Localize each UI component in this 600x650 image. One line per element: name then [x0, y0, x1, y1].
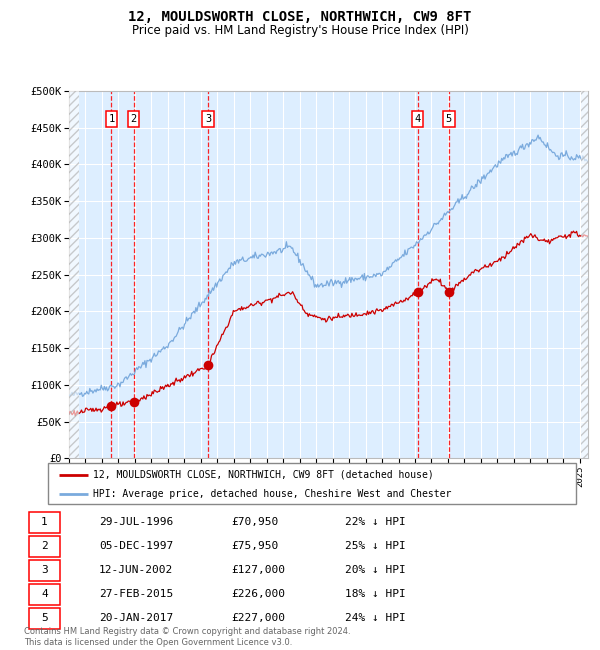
- Bar: [69, 91, 79, 458]
- Text: 3: 3: [41, 566, 48, 575]
- Text: 4: 4: [41, 590, 48, 599]
- Text: 1: 1: [108, 114, 115, 124]
- Text: 25% ↓ HPI: 25% ↓ HPI: [345, 541, 406, 551]
- Text: 12, MOULDSWORTH CLOSE, NORTHWICH, CW9 8FT (detached house): 12, MOULDSWORTH CLOSE, NORTHWICH, CW9 8F…: [93, 470, 434, 480]
- Text: 2: 2: [130, 114, 137, 124]
- Text: 3: 3: [205, 114, 211, 124]
- Text: 20-JAN-2017: 20-JAN-2017: [99, 614, 173, 623]
- Text: 20% ↓ HPI: 20% ↓ HPI: [345, 566, 406, 575]
- Text: Contains HM Land Registry data © Crown copyright and database right 2024.
This d: Contains HM Land Registry data © Crown c…: [24, 627, 350, 647]
- Text: 5: 5: [41, 614, 48, 623]
- Text: 4: 4: [415, 114, 421, 124]
- Text: HPI: Average price, detached house, Cheshire West and Chester: HPI: Average price, detached house, Ches…: [93, 489, 451, 499]
- Text: 22% ↓ HPI: 22% ↓ HPI: [345, 517, 406, 527]
- Bar: [581, 91, 588, 458]
- Text: £70,950: £70,950: [231, 517, 278, 527]
- Text: 05-DEC-1997: 05-DEC-1997: [99, 541, 173, 551]
- Text: 29-JUL-1996: 29-JUL-1996: [99, 517, 173, 527]
- Text: 27-FEB-2015: 27-FEB-2015: [99, 590, 173, 599]
- Text: £127,000: £127,000: [231, 566, 285, 575]
- Text: 2: 2: [41, 541, 48, 551]
- Text: 1: 1: [41, 517, 48, 527]
- Text: Price paid vs. HM Land Registry's House Price Index (HPI): Price paid vs. HM Land Registry's House …: [131, 24, 469, 37]
- Text: £227,000: £227,000: [231, 614, 285, 623]
- Text: 12-JUN-2002: 12-JUN-2002: [99, 566, 173, 575]
- Text: 12, MOULDSWORTH CLOSE, NORTHWICH, CW9 8FT: 12, MOULDSWORTH CLOSE, NORTHWICH, CW9 8F…: [128, 10, 472, 24]
- Text: £226,000: £226,000: [231, 590, 285, 599]
- Text: £75,950: £75,950: [231, 541, 278, 551]
- Text: 5: 5: [446, 114, 452, 124]
- Text: 24% ↓ HPI: 24% ↓ HPI: [345, 614, 406, 623]
- Text: 18% ↓ HPI: 18% ↓ HPI: [345, 590, 406, 599]
